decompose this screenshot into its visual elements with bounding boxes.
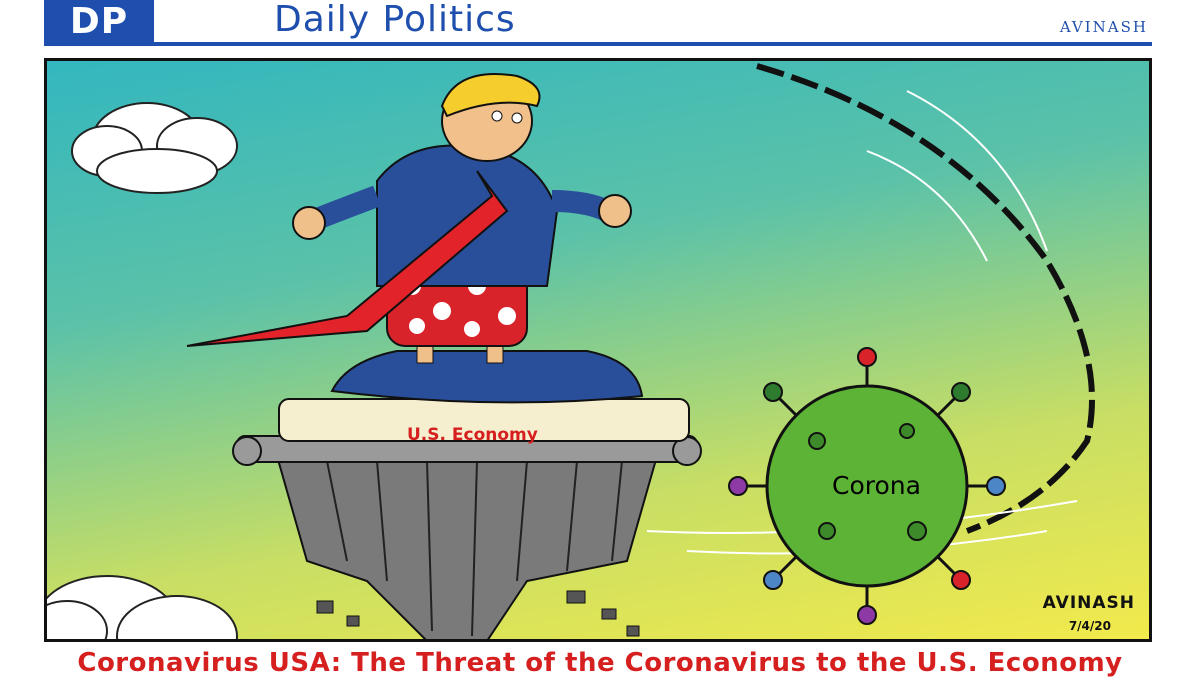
virus-icon [728,347,1006,625]
author-name: AVINASH [1059,18,1148,36]
virus-label: Corona [832,471,921,500]
header-rule [44,42,1152,46]
cartoon-illustration [47,63,1095,639]
masthead: DP Daily Politics AVINASH [44,0,1152,44]
cloud-icon [71,102,238,194]
pedestal [232,398,702,639]
cartoon-date: 7/4/20 [1068,619,1111,633]
cartoon-caption: Coronavirus USA: The Threat of the Coron… [77,648,1123,678]
figure [186,73,644,404]
pedestal-label: U.S. Economy [407,425,538,445]
chain-icon [756,63,1095,534]
publication-title: Daily Politics [274,0,516,40]
cloud-icon [47,575,238,639]
dp-logo: DP [44,0,154,44]
cartoon-panel: U.S. Economy Corona AVINASH 7/4/20 [44,58,1152,642]
artist-signature: AVINASH [1042,593,1135,613]
